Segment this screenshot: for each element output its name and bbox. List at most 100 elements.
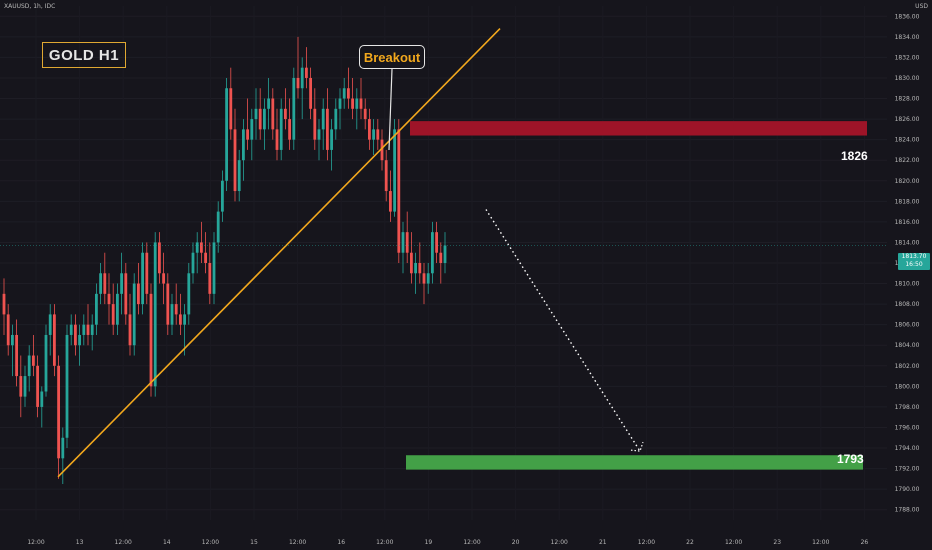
candle-body bbox=[204, 252, 207, 263]
candle bbox=[195, 232, 199, 274]
chart-title-box[interactable]: GOLD H1 bbox=[42, 42, 126, 68]
candle-body bbox=[242, 129, 245, 161]
candle bbox=[347, 67, 350, 109]
candle-body bbox=[275, 129, 279, 150]
y-tick-label: 1796.00 bbox=[895, 424, 920, 431]
candle bbox=[82, 314, 86, 346]
candle-body bbox=[313, 108, 317, 140]
candle bbox=[426, 263, 430, 294]
projection-arrowhead bbox=[630, 441, 644, 452]
y-tick-label: 1788.00 bbox=[895, 507, 920, 514]
resistance-level-label: 1826 bbox=[841, 149, 868, 163]
candle bbox=[65, 324, 69, 449]
candle bbox=[2, 278, 6, 335]
candle-body bbox=[225, 88, 228, 181]
candle-body bbox=[229, 88, 233, 130]
candle bbox=[103, 252, 107, 305]
candle-body bbox=[288, 119, 291, 140]
candle bbox=[380, 129, 384, 171]
candle-body bbox=[65, 334, 69, 438]
candle bbox=[435, 221, 438, 263]
candle-body bbox=[326, 108, 329, 150]
projection-arrow-line[interactable] bbox=[485, 209, 641, 452]
candle bbox=[99, 263, 102, 305]
candle-body bbox=[393, 129, 396, 212]
current-price-tag: 1813.70 16:50 bbox=[898, 253, 930, 270]
breakout-callout-pointer bbox=[388, 68, 393, 151]
candle bbox=[153, 232, 157, 397]
candle-body bbox=[212, 242, 216, 294]
candle-body bbox=[443, 245, 447, 263]
candle-body bbox=[422, 273, 426, 284]
candle bbox=[183, 304, 186, 356]
y-tick-label: 1820.00 bbox=[895, 178, 920, 185]
candle-body bbox=[296, 77, 300, 89]
candle bbox=[305, 47, 308, 89]
candle bbox=[19, 355, 23, 418]
candle-body bbox=[426, 273, 430, 284]
x-tick-label: 12:00 bbox=[202, 539, 219, 546]
candle bbox=[321, 98, 325, 150]
candle bbox=[116, 283, 119, 335]
candle bbox=[317, 119, 321, 161]
candle-body bbox=[254, 108, 258, 120]
candle bbox=[397, 119, 401, 263]
y-tick-label: 1800.00 bbox=[895, 383, 920, 390]
candle bbox=[233, 108, 237, 202]
y-tick-label: 1832.00 bbox=[895, 54, 920, 61]
candle bbox=[216, 201, 220, 253]
candle-body bbox=[19, 376, 23, 397]
candle-body bbox=[263, 108, 266, 130]
candle-body bbox=[128, 314, 132, 346]
y-tick-label: 1830.00 bbox=[895, 75, 920, 82]
candle bbox=[6, 304, 10, 356]
y-tick-label: 1802.00 bbox=[895, 363, 920, 370]
target-zone bbox=[406, 455, 863, 470]
candle-body bbox=[183, 314, 186, 325]
candle bbox=[288, 98, 291, 150]
candle-body bbox=[124, 273, 128, 315]
candle-body bbox=[27, 355, 31, 377]
x-tick-label: 26 bbox=[861, 539, 869, 546]
y-tick-label: 1806.00 bbox=[895, 322, 920, 329]
candle bbox=[15, 319, 18, 387]
candle bbox=[128, 293, 132, 356]
breakout-callout[interactable]: Breakout bbox=[359, 45, 425, 69]
x-tick-label: 14 bbox=[163, 539, 171, 546]
candle bbox=[342, 77, 346, 109]
y-tick-label: 1794.00 bbox=[895, 445, 920, 452]
y-tick-label: 1808.00 bbox=[895, 301, 920, 308]
candle-body bbox=[137, 283, 140, 305]
x-tick-label: 12:00 bbox=[812, 539, 829, 546]
candle-body bbox=[347, 88, 350, 99]
candle-body bbox=[162, 273, 165, 284]
candle-body bbox=[334, 108, 338, 130]
candle-body bbox=[82, 324, 86, 335]
candle-body bbox=[53, 314, 56, 366]
candle-body bbox=[40, 391, 44, 407]
candle-body bbox=[32, 355, 35, 366]
candle bbox=[229, 67, 233, 140]
candle-body bbox=[380, 139, 384, 161]
candle-body bbox=[23, 376, 27, 397]
candle-body bbox=[48, 314, 52, 335]
candle bbox=[246, 98, 249, 150]
y-tick-label: 1822.00 bbox=[895, 157, 920, 164]
x-tick-label: 23 bbox=[773, 539, 781, 546]
price-axis[interactable]: USD 1788.00 1790.00 1792.00 1794.00 1796.00 1… bbox=[887, 0, 932, 550]
y-tick-label: 1826.00 bbox=[895, 116, 920, 123]
candle bbox=[279, 98, 283, 161]
candle-body bbox=[368, 119, 371, 140]
candle-body bbox=[36, 365, 39, 407]
candle-body bbox=[359, 98, 363, 109]
candle-body bbox=[141, 252, 144, 305]
candle bbox=[250, 108, 254, 161]
candle bbox=[120, 252, 123, 315]
candle bbox=[149, 283, 153, 397]
candle bbox=[166, 273, 170, 335]
candle bbox=[74, 314, 77, 356]
support-trendline[interactable] bbox=[57, 28, 501, 478]
candle-body bbox=[330, 129, 333, 150]
candle-body bbox=[86, 324, 90, 335]
